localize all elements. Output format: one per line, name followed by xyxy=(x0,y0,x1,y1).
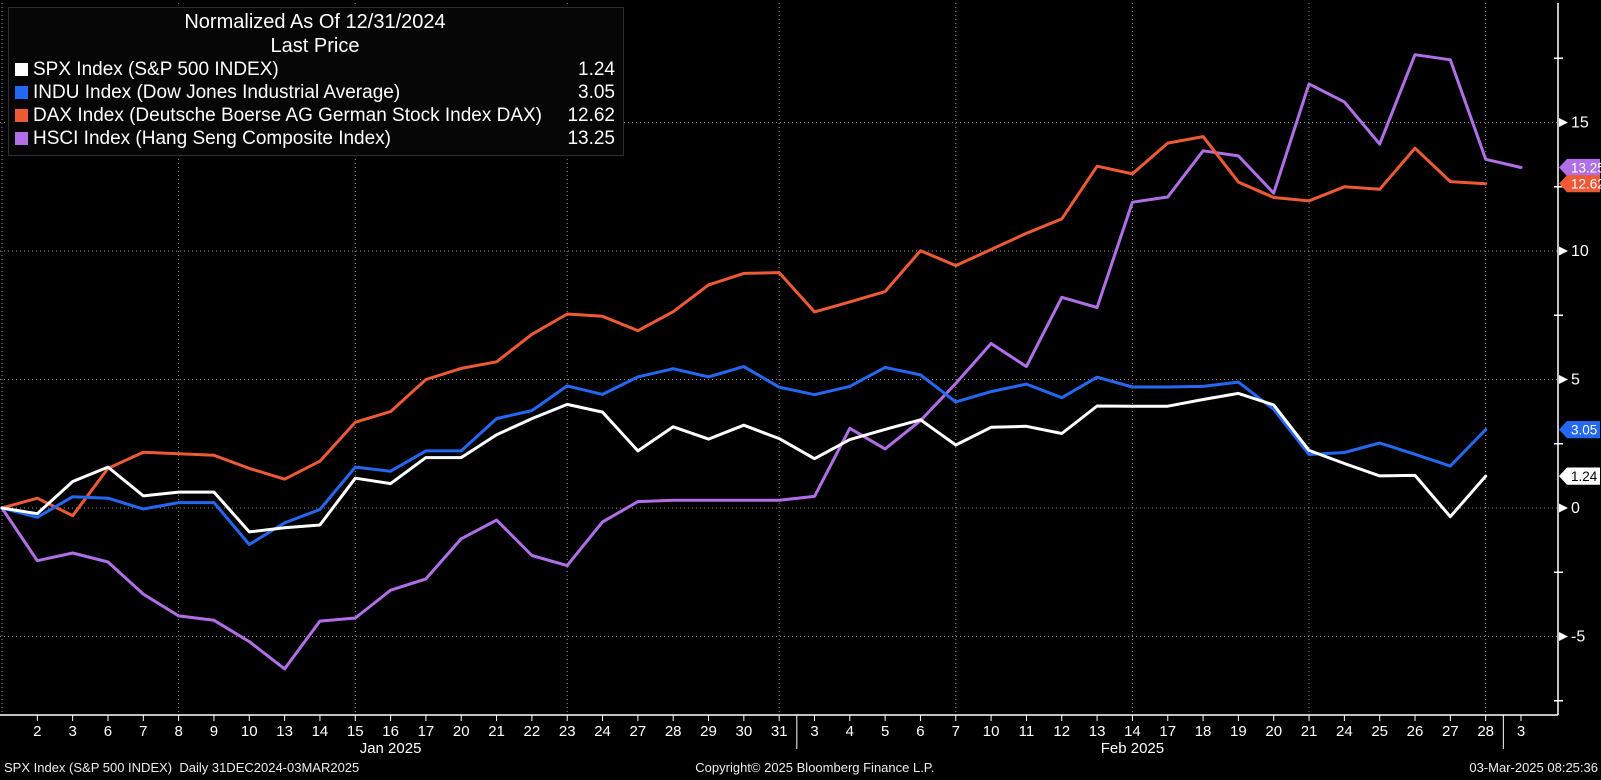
last-price-badge xyxy=(1559,421,1600,439)
month-label: Feb 2025 xyxy=(1101,740,1164,757)
legend-item[interactable]: DAX Index (Deutsche Boerse AG German Sto… xyxy=(15,104,615,127)
x-tick-label: 16 xyxy=(382,723,399,740)
x-tick-label: 17 xyxy=(418,723,435,740)
x-tick-label: 14 xyxy=(312,723,329,740)
x-tick-label: 29 xyxy=(700,723,717,740)
x-tick-label: 8 xyxy=(174,723,182,740)
x-tick-label: 3 xyxy=(1517,723,1525,740)
last-price-badge-label: 1.24 xyxy=(1571,469,1598,484)
x-tick-label: 4 xyxy=(846,723,854,740)
y-tick-arrow xyxy=(1559,246,1568,256)
x-tick-label: 17 xyxy=(1159,723,1176,740)
last-price-badge-label: 3.05 xyxy=(1571,423,1597,438)
x-tick-label: 30 xyxy=(735,723,752,740)
x-tick-label: 13 xyxy=(1089,723,1106,740)
chart-legend: Normalized As Of 12/31/2024 Last Price S… xyxy=(8,7,624,156)
series-last-price: 3.05 xyxy=(578,82,615,103)
x-tick-label: 11 xyxy=(1019,723,1035,740)
x-tick-label: 5 xyxy=(881,723,889,740)
x-tick-label: 13 xyxy=(276,723,293,740)
series-last-price: 1.24 xyxy=(578,59,615,80)
series-color-swatch xyxy=(15,63,28,76)
legend-item[interactable]: HSCI Index (Hang Seng Composite Index) 13… xyxy=(15,127,615,150)
legend-item[interactable]: INDU Index (Dow Jones Industrial Average… xyxy=(15,81,615,104)
timestamp: 03-Mar-2025 08:25:36 xyxy=(1469,760,1598,775)
last-price-badge xyxy=(1559,175,1600,193)
x-tick-label: 31 xyxy=(771,723,788,740)
x-tick-label: 6 xyxy=(916,723,924,740)
chart-description: SPX Index (S&P 500 INDEX) Daily 31DEC202… xyxy=(4,760,360,775)
x-tick-label: 3 xyxy=(68,723,76,740)
last-price-badge xyxy=(1559,467,1600,485)
x-tick-label: 28 xyxy=(1477,723,1494,740)
x-tick-label: 12 xyxy=(1053,723,1070,740)
x-tick-label: 19 xyxy=(1230,723,1247,740)
y-tick-label: 15 xyxy=(1571,115,1589,132)
price-line xyxy=(0,53,1523,671)
x-tick-label: 14 xyxy=(1124,723,1141,740)
y-tick-arrow xyxy=(1559,375,1568,384)
y-tick-arrow xyxy=(1559,503,1568,513)
x-tick-label: 10 xyxy=(983,723,1000,740)
x-tick-label: 7 xyxy=(952,723,960,740)
x-tick-label: 28 xyxy=(665,723,682,740)
x-tick-label: 20 xyxy=(453,723,470,740)
x-tick-label: 18 xyxy=(1195,723,1212,740)
price-line xyxy=(0,365,1488,546)
x-tick-label: 26 xyxy=(1407,723,1424,740)
copyright-notice: Copyright© 2025 Bloomberg Finance L.P. xyxy=(695,760,935,775)
x-tick-label: 24 xyxy=(1336,723,1353,740)
legend-title: Normalized As Of 12/31/2024 xyxy=(184,11,446,33)
x-tick-label: 27 xyxy=(630,723,647,740)
last-price-badge-label: 13.25 xyxy=(1571,160,1601,175)
x-tick-label: 3 xyxy=(810,723,818,740)
last-price-badge-label: 12.62 xyxy=(1571,177,1601,192)
x-tick-label: 27 xyxy=(1442,723,1459,740)
series-color-swatch xyxy=(15,86,28,99)
y-tick-arrow xyxy=(1559,632,1568,641)
x-tick-label: 15 xyxy=(347,723,364,740)
status-bar: SPX Index (S&P 500 INDEX) Daily 31DEC202… xyxy=(0,754,1601,780)
y-tick-label: 0 xyxy=(1571,500,1580,517)
series-last-price: 13.25 xyxy=(567,128,615,149)
series-label: INDU Index (Dow Jones Industrial Average… xyxy=(33,82,401,103)
y-tick-arrow xyxy=(1559,118,1568,127)
series-label: SPX Index (S&P 500 INDEX) xyxy=(33,59,279,80)
x-tick-label: 22 xyxy=(524,723,541,740)
x-tick-label: 24 xyxy=(594,723,611,740)
series-color-swatch xyxy=(15,132,28,145)
series-last-price: 12.62 xyxy=(567,105,615,126)
last-price-badge xyxy=(1559,158,1600,177)
x-tick-label: 10 xyxy=(241,723,258,740)
y-tick-label: -5 xyxy=(1571,629,1585,646)
x-tick-label: 9 xyxy=(210,723,218,740)
x-tick-label: 21 xyxy=(488,723,505,740)
x-tick-label: 21 xyxy=(1301,723,1318,740)
price-line xyxy=(0,391,1488,534)
x-tick-label: 2 xyxy=(33,723,41,740)
series-color-swatch xyxy=(15,109,28,122)
series-label: HSCI Index (Hang Seng Composite Index) xyxy=(33,128,392,149)
y-tick-label: 10 xyxy=(1571,243,1589,260)
month-label: Jan 2025 xyxy=(360,740,422,757)
legend-item[interactable]: SPX Index (S&P 500 INDEX) 1.24 xyxy=(15,58,615,81)
series-label: DAX Index (Deutsche Boerse AG German Sto… xyxy=(33,105,543,126)
y-tick-label: 5 xyxy=(1571,372,1580,389)
legend-subtitle: Last Price xyxy=(270,35,360,57)
x-tick-label: 6 xyxy=(104,723,112,740)
x-tick-label: 23 xyxy=(559,723,576,740)
x-tick-label: 7 xyxy=(139,723,147,740)
x-tick-label: 25 xyxy=(1371,723,1388,740)
x-tick-label: 20 xyxy=(1265,723,1282,740)
price-line xyxy=(0,135,1488,518)
